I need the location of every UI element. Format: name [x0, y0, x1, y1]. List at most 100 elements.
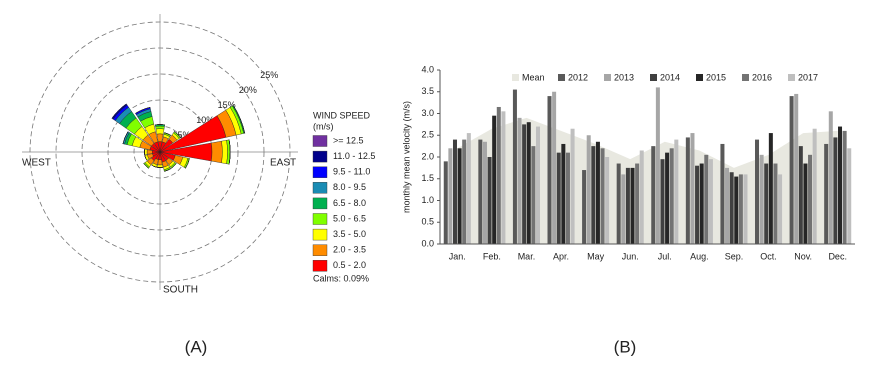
bar	[838, 126, 843, 244]
bar	[764, 163, 769, 244]
wind-wedge	[164, 168, 171, 172]
legend-swatch	[312, 182, 328, 194]
bar	[492, 115, 497, 244]
bar	[773, 163, 778, 244]
legend-swatch	[650, 74, 657, 81]
legend-label: 2017	[798, 72, 818, 82]
legend-swatch	[788, 74, 795, 81]
bar	[582, 170, 587, 244]
bar	[501, 111, 506, 244]
wind-wedge	[164, 132, 171, 136]
direction-label: EAST	[270, 158, 296, 169]
y-axis-label: monthly mean velocity (m/s)	[401, 101, 411, 213]
y-tick-label: 0.5	[421, 217, 434, 227]
legend-label: 2013	[614, 72, 634, 82]
y-tick-label: 3.5	[421, 86, 434, 96]
bar	[630, 167, 635, 244]
bar	[669, 148, 674, 244]
legend-label: >= 12.5	[333, 135, 364, 145]
bar	[755, 139, 760, 244]
wind-wedge	[122, 131, 129, 144]
bar	[591, 146, 596, 244]
wind-wedge	[135, 107, 151, 114]
legend-label: 6.5 - 8.0	[333, 198, 366, 208]
bar	[690, 133, 695, 244]
wind-wedge	[185, 158, 190, 169]
bar	[535, 126, 540, 244]
bar	[842, 130, 847, 244]
bar	[616, 163, 621, 244]
bar	[561, 143, 566, 244]
wind-wedge	[174, 131, 181, 138]
calms-note: Calms: 0.09%	[313, 273, 369, 283]
legend-label: 9.5 - 11.0	[333, 167, 370, 177]
wind-wedge	[233, 105, 245, 134]
ring-grid	[55, 47, 265, 257]
ring-grid	[81, 73, 239, 231]
bar	[639, 150, 644, 244]
bar	[452, 139, 457, 244]
legend-label: 2.0 - 3.5	[333, 245, 366, 255]
bar	[462, 139, 467, 244]
direction-label: SOUTH	[163, 285, 198, 296]
legend-label: Mean	[522, 72, 545, 82]
bar	[496, 106, 501, 244]
bar	[685, 137, 690, 244]
legend-swatch	[512, 74, 519, 81]
bar	[674, 139, 679, 244]
legend-swatch	[742, 74, 749, 81]
bar	[448, 148, 453, 244]
ring-grid	[29, 21, 291, 283]
bar	[635, 163, 640, 244]
x-tick-label: Jul.	[658, 251, 672, 261]
wind-wedge	[221, 140, 228, 164]
ring-label: 5%	[178, 130, 191, 140]
legend-swatch	[696, 74, 703, 81]
bar	[812, 128, 817, 244]
legend-swatch	[312, 150, 328, 163]
bar	[833, 137, 838, 244]
bar	[570, 128, 575, 244]
x-tick-label: May	[587, 251, 605, 261]
bar	[704, 154, 709, 244]
bar	[531, 146, 536, 244]
wind-wedge	[155, 128, 165, 135]
panel-label: (A)	[185, 337, 208, 356]
bar	[803, 163, 808, 244]
bar	[547, 96, 552, 244]
x-tick-label: Jun.	[622, 251, 639, 261]
x-tick-label: Mar.	[518, 251, 536, 261]
bar	[600, 148, 605, 244]
ring-label: 20%	[239, 85, 257, 95]
y-tick-label: 2.0	[421, 151, 434, 161]
legend-swatch	[604, 74, 611, 81]
x-tick-label: Jan.	[449, 251, 466, 261]
legend-label: 5.0 - 6.5	[333, 213, 366, 223]
bar	[759, 154, 764, 244]
bar	[789, 96, 794, 244]
bar	[768, 133, 773, 244]
bar	[522, 124, 527, 244]
bar	[695, 165, 700, 244]
bar	[794, 93, 799, 244]
legend-swatch	[312, 166, 328, 178]
bar	[699, 163, 704, 244]
legend-title: WIND SPEED	[313, 110, 371, 120]
bar	[625, 167, 630, 244]
legend-swatch	[312, 260, 328, 272]
bar	[708, 159, 713, 244]
wind-wedge	[146, 149, 153, 155]
bar	[552, 91, 557, 244]
bar	[595, 141, 600, 244]
legend-label: 2016	[752, 72, 772, 82]
bar	[605, 157, 610, 244]
legend-label: 3.5 - 5.0	[333, 229, 366, 239]
bar	[512, 89, 517, 244]
bar	[828, 111, 833, 244]
legend-label: 2014	[660, 72, 680, 82]
wind-wedge	[155, 125, 165, 130]
bar	[847, 148, 852, 244]
wind-wedge	[156, 133, 164, 142]
legend-swatch	[312, 213, 328, 225]
